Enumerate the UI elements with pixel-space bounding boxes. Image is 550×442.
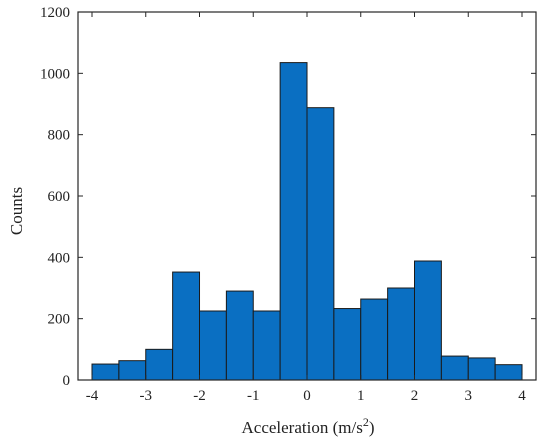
x-tick-label: 0 bbox=[303, 388, 311, 404]
bars-layer bbox=[91, 62, 523, 381]
histogram-bar-3 bbox=[145, 348, 174, 381]
histogram-bar-1 bbox=[91, 363, 120, 381]
ticks-layer: -4 -3 -2 -1 0 1 2 3 4 0 200 400 600 800 1000 1200 bbox=[40, 5, 536, 404]
histogram-bar-2 bbox=[118, 360, 147, 381]
x-tick-label: -1 bbox=[247, 388, 260, 404]
x-tick-label: 3 bbox=[465, 388, 473, 404]
histogram-bar-14 bbox=[440, 355, 469, 381]
x-tick-label: 1 bbox=[357, 388, 365, 404]
x-axis-title-suffix: ) bbox=[369, 418, 375, 437]
y-tick-label: 400 bbox=[48, 250, 71, 266]
x-tick-label: 4 bbox=[518, 388, 526, 404]
histogram-bar-9 bbox=[306, 107, 335, 381]
x-tick-label: -2 bbox=[193, 388, 206, 404]
y-tick-label: 1200 bbox=[40, 5, 70, 21]
histogram-bar-12 bbox=[387, 287, 416, 381]
histogram-bar-4 bbox=[172, 271, 201, 381]
x-axis-title: Acceleration (m/s2) bbox=[242, 415, 375, 437]
x-tick-label: 2 bbox=[411, 388, 419, 404]
y-tick-label: 1000 bbox=[40, 66, 70, 82]
histogram-bar-8 bbox=[279, 62, 308, 381]
y-tick-label: 600 bbox=[48, 189, 71, 205]
x-axis-title-main: Acceleration (m/s bbox=[242, 418, 363, 437]
histogram-bar-7 bbox=[252, 310, 281, 381]
histogram-bar-13 bbox=[414, 260, 442, 381]
x-tick-label: -3 bbox=[140, 388, 153, 404]
histogram-bar-11 bbox=[360, 298, 389, 381]
x-axis-title-superscript: 2 bbox=[363, 415, 369, 429]
x-tick-label: -4 bbox=[86, 388, 99, 404]
y-tick-label: 800 bbox=[48, 128, 71, 144]
histogram-bar-10 bbox=[333, 308, 362, 381]
y-tick-label: 200 bbox=[48, 312, 71, 328]
y-axis-title: Counts bbox=[7, 187, 26, 235]
histogram-bar-5 bbox=[199, 310, 227, 381]
y-tick-label: 0 bbox=[63, 373, 71, 389]
histogram-bar-15 bbox=[467, 357, 496, 381]
histogram-bar-16 bbox=[494, 364, 523, 381]
histogram-bar-6 bbox=[225, 290, 254, 381]
